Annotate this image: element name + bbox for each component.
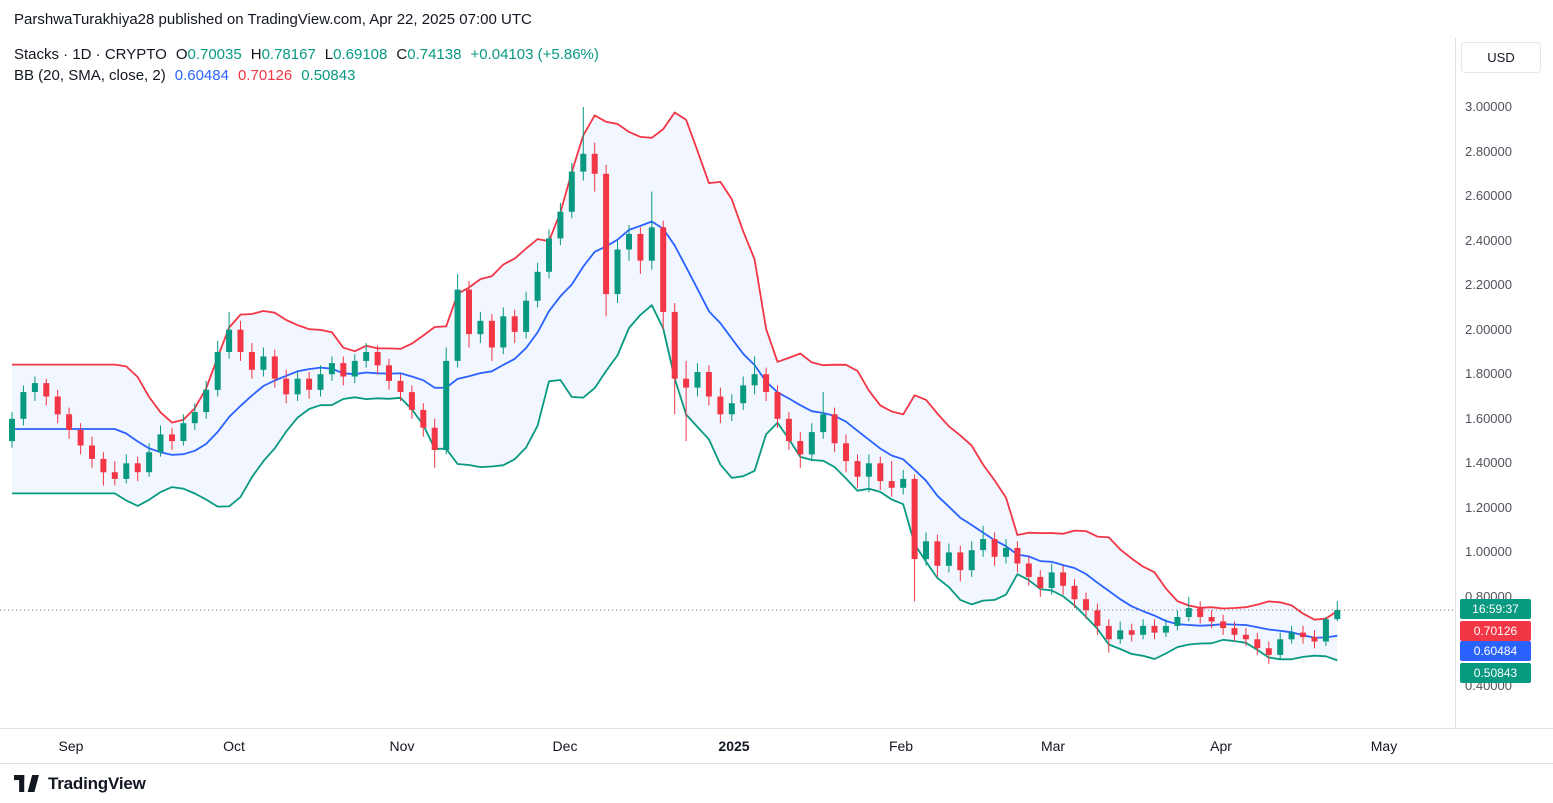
chart-legend: Stacks · 1D · CRYPTO O0.70035 H0.78167 L0.… (14, 45, 599, 87)
ohlc-letter-O: O (175, 46, 188, 63)
ohlc-value-C: 0.74138 (407, 46, 462, 63)
time-tick-Mar: Mar (1040, 738, 1066, 754)
ohlc-L: L0.69108 (325, 45, 388, 65)
symbol-title[interactable]: Stacks · 1D · CRYPTO (14, 46, 167, 63)
ohlc-letter-H: H (250, 46, 262, 63)
price-tick: 2.40000 (1465, 232, 1512, 248)
time-tick-Feb: Feb (888, 738, 914, 754)
price-tick: 3.00000 (1465, 99, 1512, 114)
change-text: +0.04103 (+5.86%) (470, 46, 599, 63)
ohlc-value-O: 0.70035 (187, 46, 242, 63)
publish-info-bar: ParshwaTurakhiya28 published on TradingV… (0, 0, 1553, 38)
bb-basis-line (12, 220, 1338, 639)
ohlc-values: O0.70035 H0.78167 L0.69108 C0.74138 +0.04103… (176, 45, 599, 65)
price-chart-canvas[interactable] (0, 38, 1455, 728)
price-tick: 1.00000 (1465, 544, 1512, 560)
ohlc-O: O0.70035 (176, 45, 242, 65)
symbol-legend-row: Stacks · 1D · CRYPTO O0.70035 H0.78167 L0.… (14, 45, 599, 65)
ohlc-value-L: 0.69108 (333, 46, 388, 63)
time-tick-Sep: Sep (58, 738, 84, 754)
bb-legend-value-2: 0.50843 (301, 67, 356, 84)
indicator-title[interactable]: BB (20, SMA, close, 2) (14, 67, 166, 84)
ohlc-C: C0.74138 (396, 45, 461, 65)
price-axis[interactable]: USD 3.00000 2.80000 2.60000 2.40000 2.20000 2… (1455, 38, 1553, 728)
indicator-legend-row: BB (20, SMA, close, 2) 0.60484 0.70126 0.5… (14, 66, 599, 86)
footer-bar: TradingView (0, 763, 1553, 803)
ohlc-letter-L: L (324, 46, 334, 63)
price-label-bb-lower: 0.50843 (1460, 663, 1531, 683)
price-tick: 2.80000 (1465, 143, 1512, 159)
price-tick: 1.80000 (1465, 366, 1512, 382)
bb-upper-line (12, 111, 1338, 621)
chart-pane: Stacks · 1D · CRYPTO O0.70035 H0.78167 L0.… (0, 38, 1553, 728)
indicator-values: 0.60484 0.70126 0.50843 (175, 66, 356, 86)
time-tick-Nov: Nov (389, 738, 415, 754)
price-label-bb-basis: 0.60484 (1460, 641, 1531, 661)
ohlc-value-H: 0.78167 (261, 46, 316, 63)
price-tick: 2.60000 (1465, 188, 1512, 204)
price-tick: 1.60000 (1465, 410, 1512, 426)
bb-legend-value-0: 0.60484 (174, 67, 229, 84)
time-axis[interactable]: Sep Oct Nov Dec 2025 Feb Mar Apr May (0, 728, 1553, 763)
bb-legend-value-1: 0.70126 (237, 67, 293, 84)
ohlc-letter-C: C (396, 46, 408, 63)
tradingview-wordmark[interactable]: TradingView (48, 773, 146, 793)
time-tick-Oct: Oct (223, 738, 245, 754)
price-tick: 1.40000 (1465, 455, 1512, 471)
change-value: +0.04103 (+5.86%) (470, 45, 598, 65)
time-tick-2025: 2025 (718, 738, 750, 754)
time-tick-Dec: Dec (552, 738, 578, 754)
price-label-bar-countdown: 16:59:37 (1460, 599, 1531, 619)
currency-button[interactable]: USD (1461, 42, 1541, 73)
time-tick-May: May (1370, 738, 1398, 754)
price-tick: 1.20000 (1465, 499, 1512, 515)
ohlc-H: H0.78167 (251, 45, 316, 65)
bb-fill (12, 112, 1338, 661)
publish-info: ParshwaTurakhiya28 published on TradingV… (14, 10, 532, 28)
price-tick: 2.20000 (1465, 277, 1512, 293)
price-label-bb-upper: 0.70126 (1460, 621, 1531, 641)
candles (9, 107, 1341, 664)
tradingview-logo-icon[interactable] (14, 775, 39, 792)
price-tick: 2.00000 (1465, 321, 1512, 337)
time-tick-Apr: Apr (1210, 738, 1232, 754)
